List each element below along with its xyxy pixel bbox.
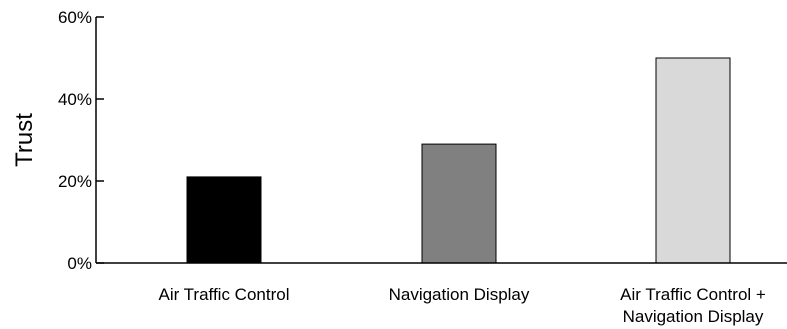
bar xyxy=(421,143,497,264)
x-category-label-line: Navigation Display xyxy=(623,307,764,326)
bars xyxy=(186,57,731,264)
y-axis-ticks: 0% 20% 40% 60% xyxy=(58,8,104,273)
y-axis-title: Trust xyxy=(11,113,38,167)
x-category-label: Air Traffic Control + Navigation Display xyxy=(620,285,766,326)
x-category-label: Navigation Display xyxy=(389,285,530,304)
bar xyxy=(186,176,262,264)
x-axis-labels: Air Traffic Control Navigation Display Air… xyxy=(158,285,765,326)
x-category-label-line: Air Traffic Control xyxy=(158,285,289,304)
bar xyxy=(655,57,731,264)
y-tick-label: 40% xyxy=(58,90,92,109)
y-tick-label: 60% xyxy=(58,8,92,27)
x-category-label-line: Navigation Display xyxy=(389,285,530,304)
x-category-label: Air Traffic Control xyxy=(158,285,289,304)
y-tick-label: 20% xyxy=(58,172,92,191)
y-tick-label: 0% xyxy=(67,254,92,273)
x-category-label-line: Air Traffic Control + xyxy=(620,285,766,304)
